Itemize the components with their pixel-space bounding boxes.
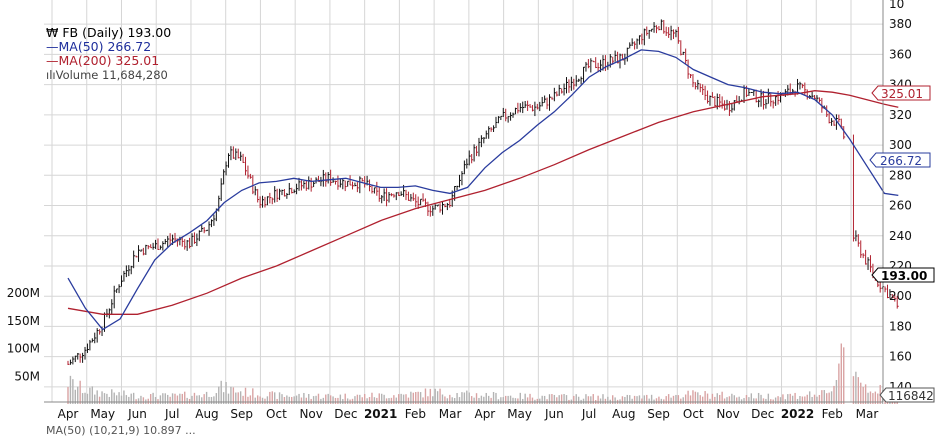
candle-icon: ₩ (46, 25, 59, 40)
price-tick-label: 160 (889, 350, 912, 364)
price-tick-label: 10 (889, 0, 904, 11)
price-tick-label: 380 (889, 17, 912, 31)
ma200-line (67, 90, 899, 315)
time-tick-label: Nov (299, 407, 322, 421)
legend-ma50: —MA(50) 266.72 (46, 40, 171, 54)
time-tick-label: Dec (334, 407, 357, 421)
price-tick-label: 360 (889, 47, 912, 61)
bar-icon: ılı (46, 68, 56, 82)
time-tick-label: Sep (230, 407, 253, 421)
price-tick-label: 240 (889, 229, 912, 243)
time-tick-label: Jul (581, 407, 596, 421)
time-tick-label: Jun (544, 407, 564, 421)
time-axis: Apr May Jun Jul Aug Sep Oct Nov Dec 2021 Feb Mar Apr… (58, 407, 879, 421)
time-tick-label: Aug (195, 407, 218, 421)
price-tick-label: 260 (889, 199, 912, 213)
time-tick-label: Apr (474, 407, 495, 421)
time-tick-label: May (90, 407, 115, 421)
ma200-tag-text: 325.01 (881, 87, 923, 101)
time-tick-label: Apr (58, 407, 79, 421)
time-tick-label: Jul (164, 407, 179, 421)
price-tag-text: 193.00 (881, 269, 927, 283)
legend-volume: ılıVolume 11,684,280 (46, 68, 171, 82)
time-tick-label: 2021 (364, 407, 397, 421)
price-tick-label: 180 (889, 319, 912, 333)
ma50-tag-text: 266.72 (880, 154, 922, 168)
volume-tag-text: 116842 (888, 389, 934, 403)
time-tick-label: Sep (647, 407, 670, 421)
time-tick-label: Oct (266, 407, 287, 421)
time-tick-label: Aug (612, 407, 635, 421)
time-tick-label: Feb (405, 407, 426, 421)
volume-tick-label: 150M (7, 314, 40, 328)
legend-volume-text: Volume 11,684,280 (55, 68, 168, 82)
price-tick-label: 320 (889, 108, 912, 122)
ma50-line (67, 49, 899, 331)
time-tick-label: May (507, 407, 532, 421)
line-icon: — (46, 53, 59, 68)
legend-ma200-text: MA(200) 325.01 (58, 53, 160, 68)
volume-tick-label: 100M (7, 342, 40, 356)
price-bars (67, 19, 899, 366)
time-tick-label: Mar (856, 407, 879, 421)
price-tick-label: 300 (889, 138, 912, 152)
ma200-value-tag: 325.01 (871, 85, 931, 101)
time-tick-label: Feb (822, 407, 843, 421)
volume-bars (67, 343, 898, 404)
indicator-footer: MA(50) (10,21,9) 10.897 ... (46, 424, 196, 437)
chart-legend: ₩ FB (Daily) 193.00 —MA(50) 266.72 —MA(2… (46, 26, 171, 83)
volume-axis: 50M 100M 150M 200M (7, 286, 40, 383)
time-tick-label: Nov (716, 407, 739, 421)
volume-tick-label: 50M (14, 369, 40, 383)
legend-ma50-text: MA(50) 266.72 (58, 39, 152, 54)
line-icon: — (46, 39, 59, 54)
time-tick-label: Dec (751, 407, 774, 421)
price-tick-label: 200 (889, 289, 912, 303)
price-axis: 1401601802002202402602803003203403603801… (889, 0, 912, 394)
legend-price-text: FB (Daily) 193.00 (62, 25, 172, 40)
time-tick-label: Mar (439, 407, 462, 421)
time-tick-label: Jun (127, 407, 147, 421)
volume-value-tag: 116842 (879, 387, 935, 403)
time-tick-label: Oct (683, 407, 704, 421)
legend-ma200: —MA(200) 325.01 (46, 54, 171, 68)
price-value-tag: 193.00 (871, 267, 935, 283)
time-tick-label: 2022 (781, 407, 814, 421)
ma50-value-tag: 266.72 (869, 152, 931, 168)
price-tick-label: 280 (889, 168, 912, 182)
legend-price: ₩ FB (Daily) 193.00 (46, 26, 171, 40)
volume-tick-label: 200M (7, 286, 40, 300)
